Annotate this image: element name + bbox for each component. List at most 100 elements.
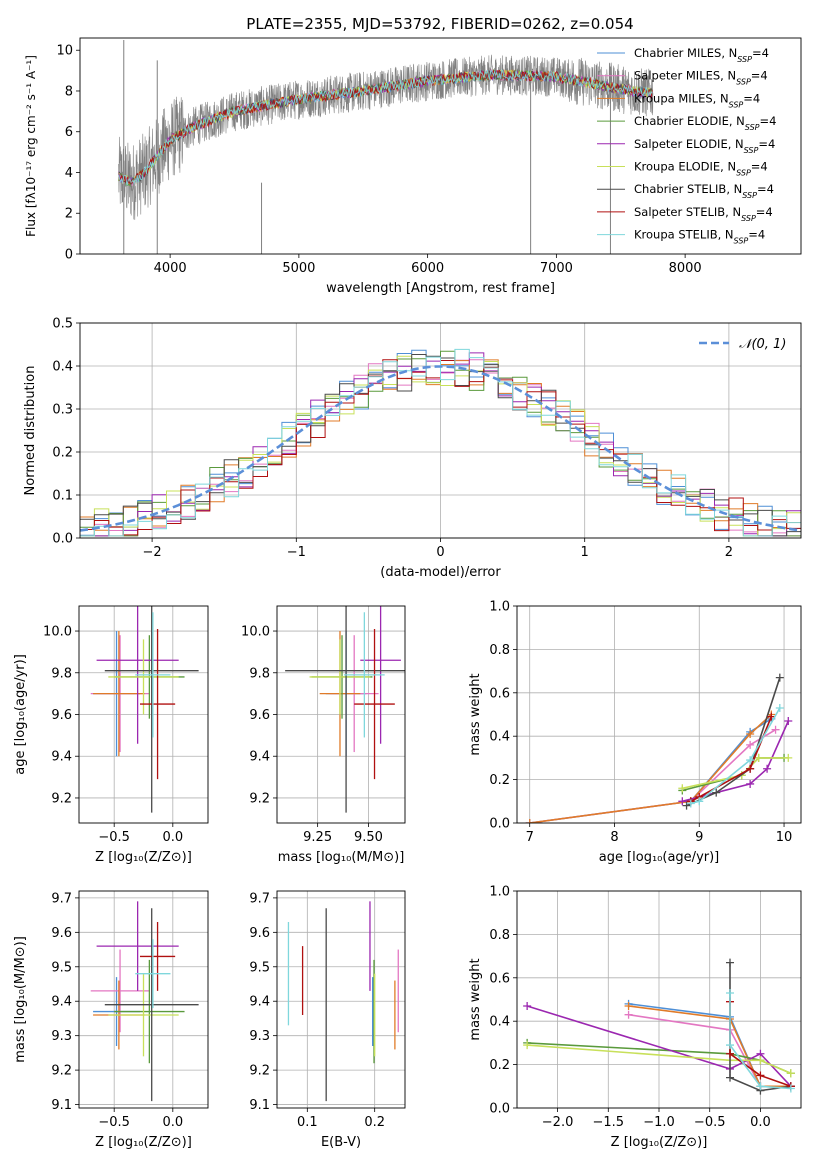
x-tick-label: 2 <box>725 545 733 560</box>
y-tick-label: 0.6 <box>489 686 510 701</box>
y-tick-label: 9.8 <box>51 666 72 681</box>
y-tick-label: 0.2 <box>489 773 510 788</box>
weight-marker-salpeter_elodie <box>763 764 772 773</box>
y-tick-label: 1.0 <box>489 885 510 900</box>
y-tick-label: 9.2 <box>249 1064 270 1079</box>
weight-marker-kroupa_elodie <box>523 1041 532 1050</box>
weight-marker-salpeter_elodie <box>523 1002 532 1011</box>
y-tick-label: 9.2 <box>51 1064 72 1079</box>
legend-entry: Salpeter ELODIE, NSSP=4 <box>634 137 775 155</box>
plot-area <box>90 901 199 1102</box>
x-tick-label: −0.5 <box>98 830 130 845</box>
weight-marker-chabrier_stelib <box>726 958 734 967</box>
weight-marker-kroupa_stelib <box>786 1084 795 1093</box>
y-tick-label: 10.0 <box>241 625 270 640</box>
x-axis-label: Z [log₁₀(Z/Z⊙)] <box>611 1135 708 1150</box>
y-tick-label: 0.0 <box>489 817 510 832</box>
y-tick-label: 0 <box>65 248 73 263</box>
plot-area <box>80 348 801 537</box>
y-tick-label: 9.5 <box>249 960 270 975</box>
histogram-kroupa_stelib <box>80 348 801 537</box>
weight-line-kroupa_stelib <box>729 993 791 1090</box>
x-tick-label: 4000 <box>154 261 187 276</box>
plot-area <box>525 673 793 823</box>
y-axis-label: Normed distribution <box>23 366 38 496</box>
y-tick-label: 6 <box>65 125 73 140</box>
plot-area <box>287 901 399 1102</box>
y-tick-label: 9.7 <box>51 891 72 906</box>
spectrum-legend: Chabrier MILES, NSSP=4 Salpeter MILES, NS… <box>597 46 776 245</box>
x-tick-label: 9.25 <box>303 830 332 845</box>
weight-marker-salpeter_stelib <box>746 764 755 773</box>
y-tick-label: 1.0 <box>489 600 510 615</box>
plot-area <box>523 958 795 1095</box>
y-tick-label: 0.4 <box>52 360 73 375</box>
x-tick-label: −2 <box>143 545 162 560</box>
axes-age_vs_Z: −0.5 0.0 9.2 9.4 9.6 9.8 10.0 Z [log₁₀(Z/Z⊙)] ag… <box>13 605 209 865</box>
axes-frame <box>79 37 802 255</box>
y-tick-label: 9.7 <box>249 891 270 906</box>
x-axis-label: (data-model)/error <box>380 565 501 580</box>
legend-entry: Chabrier MILES, NSSP=4 <box>634 46 769 64</box>
x-axis-label: wavelength [Angstrom, rest frame] <box>326 281 555 296</box>
x-tick-label: 0.1 <box>297 1115 318 1130</box>
y-tick-label: 0.2 <box>52 446 73 461</box>
y-tick-label: 8 <box>65 84 73 99</box>
x-tick-label: −0.5 <box>98 1115 130 1130</box>
x-tick-label: 0.0 <box>750 1115 771 1130</box>
weight-marker-kroupa_stelib <box>695 797 704 806</box>
x-tick-label: 0.2 <box>364 1115 385 1130</box>
weight-marker-kroupa_stelib <box>756 1082 765 1091</box>
y-tick-label: 9.6 <box>51 926 72 941</box>
weight-marker-salpeter_stelib <box>756 1071 765 1080</box>
weight-marker-kroupa_miles <box>746 730 755 739</box>
weight-marker-kroupa_stelib <box>686 799 695 808</box>
weight-marker-salpeter_elodie <box>746 779 755 788</box>
weight-marker-kroupa_stelib <box>726 988 734 997</box>
weight-marker-kroupa_elodie <box>754 753 763 762</box>
weight-marker-chabrier_stelib <box>712 788 721 797</box>
y-tick-label: 9.1 <box>51 1098 72 1113</box>
x-tick-label: 10 <box>776 830 793 845</box>
legend-entry: Kroupa STELIB, NSSP=4 <box>634 228 765 246</box>
weight-marker-salpeter_miles <box>624 1010 633 1019</box>
axes-residuals: −2 −1 0 1 2 0.0 0.1 0.2 0.3 0.4 0.5 (data-model)/er… <box>23 317 802 580</box>
plot-area <box>285 606 405 813</box>
y-tick-label: 10 <box>56 44 73 59</box>
axes-frame <box>78 890 209 1109</box>
y-tick-label: 0.2 <box>489 1058 510 1073</box>
weight-marker-kroupa_stelib <box>746 756 755 765</box>
y-tick-label: 9.8 <box>249 666 270 681</box>
weight-marker-chabrier_stelib <box>726 1073 734 1082</box>
x-tick-label: 1 <box>581 545 589 560</box>
x-axis-label: Z [log₁₀(Z/Z⊙)] <box>95 1135 192 1150</box>
y-tick-label: 9.1 <box>249 1098 270 1113</box>
y-tick-label: 9.4 <box>249 995 270 1010</box>
legend-entry: Salpeter STELIB, NSSP=4 <box>634 205 773 223</box>
y-tick-label: 0.4 <box>489 1015 510 1030</box>
y-tick-label: 0.8 <box>489 928 510 943</box>
weight-line-kroupa_miles <box>529 713 772 823</box>
weight-line-kroupa_stelib <box>690 707 781 805</box>
axes-weight_vs_age: 7 8 9 10 0.0 0.2 0.4 0.6 0.8 1.0 age [log₁₀(age/yr… <box>468 600 802 865</box>
y-tick-label: 9.5 <box>51 960 72 975</box>
y-tick-label: 0.0 <box>489 1102 510 1117</box>
x-tick-label: 0.0 <box>162 830 183 845</box>
x-tick-label: −1.5 <box>592 1115 624 1130</box>
y-tick-label: 0.5 <box>52 317 73 332</box>
weight-marker-kroupa_elodie <box>786 1069 795 1078</box>
y-tick-label: 9.4 <box>51 995 72 1010</box>
y-axis-label: mass weight <box>468 673 483 755</box>
y-tick-label: 4 <box>65 166 73 181</box>
x-tick-label: 0 <box>436 545 444 560</box>
observed-spectrum <box>118 54 654 220</box>
axes-mass_vs_Z: −0.5 0.0 9.1 9.2 9.3 9.4 9.5 9.6 9.7 Z [log₁₀(Z/Z… <box>13 890 209 1150</box>
x-tick-label: 7000 <box>540 261 573 276</box>
weight-marker-kroupa_miles <box>624 1002 633 1011</box>
y-tick-label: 9.3 <box>51 1029 72 1044</box>
x-tick-label: 7 <box>526 830 534 845</box>
y-tick-label: 0.8 <box>489 643 510 658</box>
weight-marker-kroupa_elodie <box>678 784 687 793</box>
histogram-kroupa_elodie <box>80 355 801 537</box>
